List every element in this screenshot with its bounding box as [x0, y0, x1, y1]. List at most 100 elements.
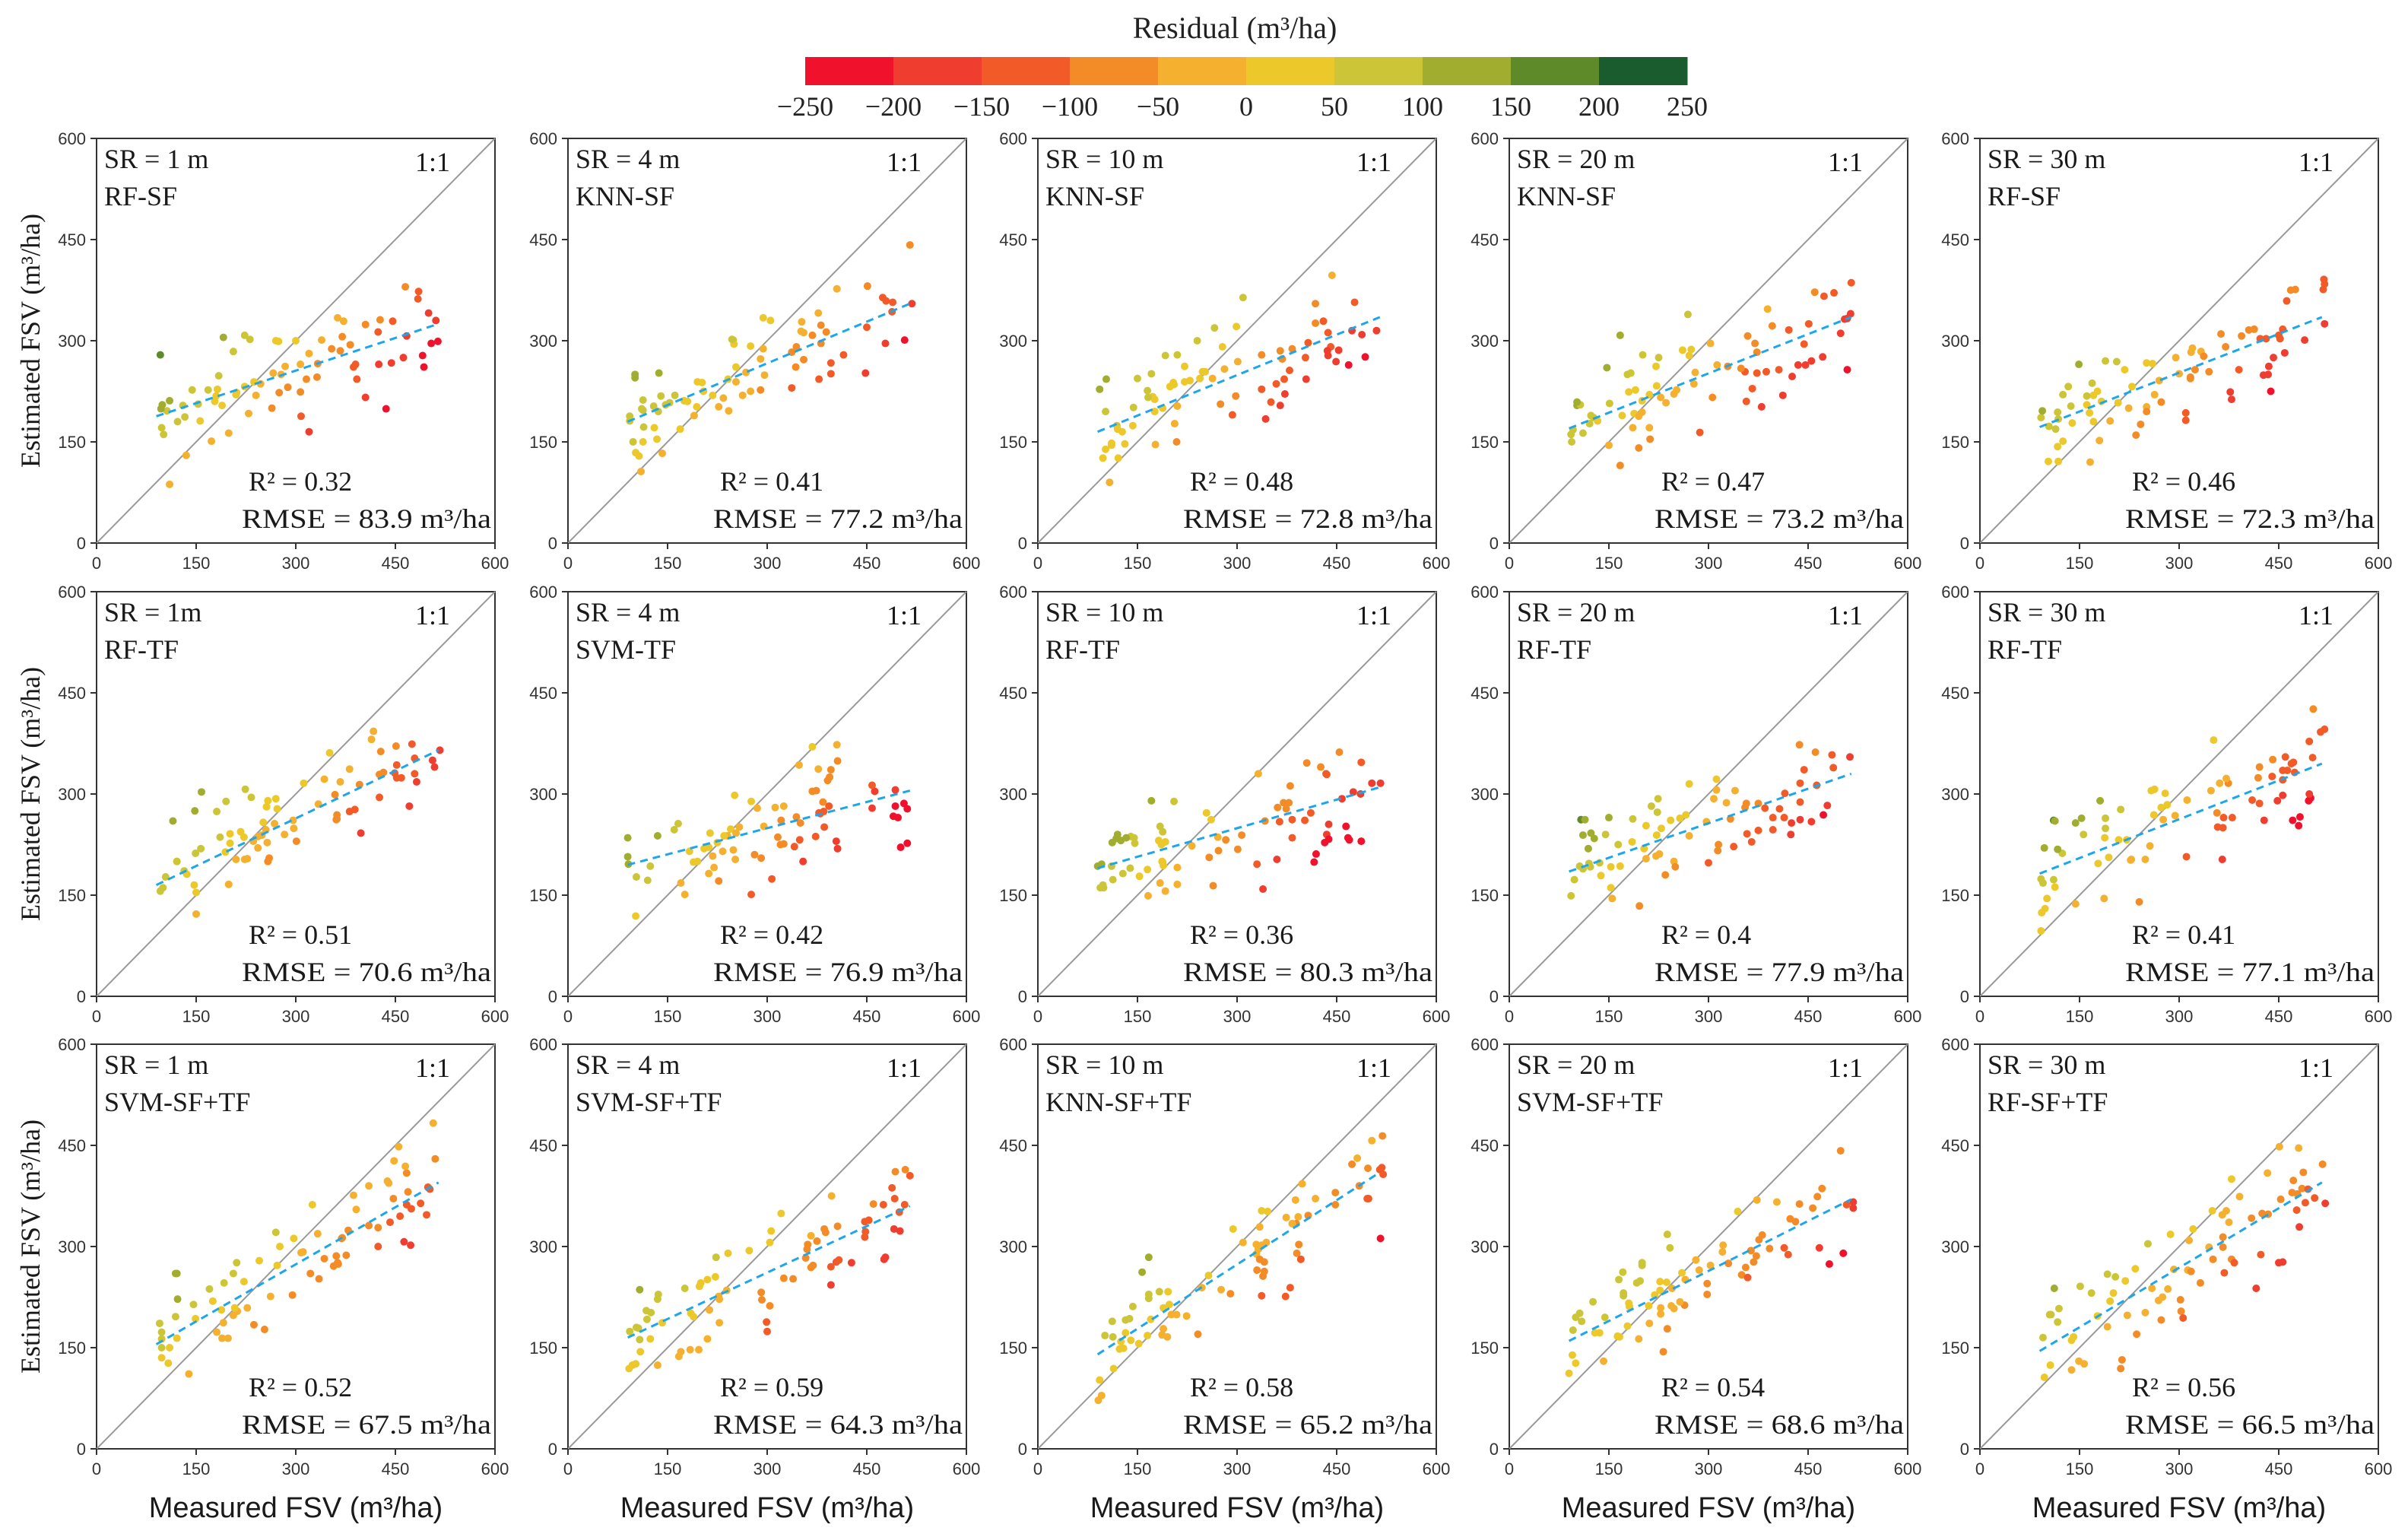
y-tick-label: 600 [529, 583, 557, 602]
x-tick-label: 0 [1033, 1007, 1042, 1026]
data-point [871, 787, 879, 796]
data-point [1692, 1256, 1700, 1264]
data-point [2149, 360, 2157, 368]
data-point [1646, 435, 1655, 443]
data-point [2295, 1144, 2303, 1152]
data-point [1121, 440, 1129, 448]
data-point [392, 761, 401, 769]
data-point [1337, 795, 1346, 803]
data-point [345, 765, 354, 773]
data-point [431, 1154, 439, 1163]
r2-label: R² = 0.48 [1190, 466, 1293, 497]
y-tick-label: 150 [1941, 886, 1969, 905]
data-point [2112, 357, 2121, 366]
data-point [2141, 856, 2149, 864]
data-point [1345, 836, 1353, 844]
data-point [1787, 831, 1795, 839]
data-point [205, 1285, 214, 1293]
data-point [264, 796, 272, 805]
data-point [1217, 1285, 1226, 1294]
data-point [292, 837, 300, 846]
data-point [2163, 801, 2172, 809]
data-point [2176, 1296, 2184, 1304]
data-point [1810, 288, 1819, 297]
data-point [2275, 331, 2283, 339]
data-point [318, 336, 326, 345]
data-point [334, 1260, 342, 1269]
x-tick-label: 0 [92, 1007, 101, 1026]
data-point [1204, 1272, 1213, 1280]
data-point [657, 392, 665, 400]
data-point [1575, 1309, 1584, 1317]
data-point [1296, 1255, 1305, 1263]
colorbar-tick-label: −50 [1137, 91, 1179, 122]
data-point [1706, 1261, 1715, 1269]
colorbar-tick-label: 100 [1402, 91, 1443, 122]
data-point [759, 345, 767, 353]
data-point [903, 839, 912, 847]
data-point [2131, 1265, 2140, 1273]
data-point [1589, 1297, 1597, 1306]
data-point [1144, 393, 1152, 402]
y-tick-label: 150 [58, 886, 86, 905]
x-tick-label: 300 [2165, 1459, 2194, 1478]
x-tick-label: 300 [282, 1007, 310, 1026]
data-point [2235, 1193, 2244, 1201]
data-point [747, 797, 756, 805]
data-point [700, 844, 709, 853]
data-point [2044, 457, 2052, 465]
data-point [2133, 1330, 2141, 1339]
data-point [676, 425, 684, 434]
data-point [1258, 1207, 1266, 1215]
identity-label: 1:1 [415, 1053, 450, 1083]
data-point [1741, 1263, 1750, 1272]
data-point [820, 823, 829, 831]
data-point [863, 323, 871, 332]
data-point [1272, 380, 1280, 388]
data-point [2254, 773, 2262, 782]
data-point [1323, 347, 1331, 355]
data-point [731, 856, 740, 864]
data-point [1815, 1243, 1823, 1252]
data-point [374, 328, 382, 336]
data-point [1801, 360, 1810, 369]
data-point [1795, 1200, 1804, 1208]
data-point [1134, 374, 1141, 383]
data-point [2121, 366, 2129, 374]
data-point [1608, 894, 1616, 903]
data-point [1780, 1243, 1788, 1252]
panel-model-label: RF-TF [1045, 634, 1120, 665]
data-point [753, 804, 761, 812]
data-point [1689, 380, 1698, 388]
data-point [1587, 411, 1595, 420]
data-point [839, 351, 848, 359]
data-point [1769, 814, 1777, 822]
rmse-label: RMSE = 80.3 m³/ha [1183, 957, 1432, 987]
y-tick-label: 150 [999, 886, 1027, 905]
data-point [1294, 1212, 1302, 1221]
data-point [1691, 368, 1699, 376]
y-tick-label: 600 [1941, 1035, 1969, 1054]
data-point [1830, 289, 1839, 297]
data-point [1751, 339, 1759, 348]
x-tick-label: 150 [1124, 1459, 1152, 1478]
data-point [674, 1352, 683, 1361]
data-point [1165, 1301, 1173, 1309]
data-point [1109, 1364, 1118, 1373]
data-point [2257, 1250, 2265, 1259]
data-point [766, 1238, 774, 1247]
data-point [2068, 419, 2076, 427]
data-point [387, 359, 395, 367]
data-point [2260, 816, 2268, 824]
data-point [1348, 1160, 1356, 1168]
data-point [1364, 1195, 1372, 1203]
data-point [1706, 339, 1715, 348]
data-point [173, 1269, 181, 1278]
y-tick-label: 600 [1470, 129, 1499, 148]
panel-model-label: KNN-SF [1517, 181, 1616, 211]
data-point [1713, 360, 1721, 369]
data-point [1264, 1207, 1272, 1215]
data-point [1222, 836, 1230, 844]
data-point [224, 429, 233, 437]
data-point [1196, 374, 1204, 383]
